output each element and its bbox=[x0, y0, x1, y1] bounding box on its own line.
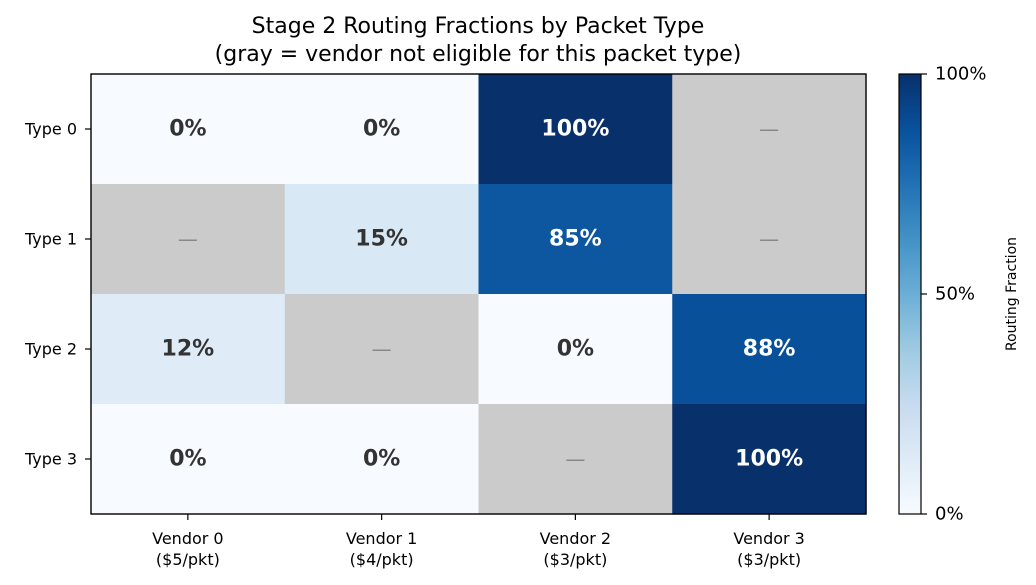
x-tick-label: ($3/pkt) bbox=[543, 550, 607, 569]
heatmap-cell-r0-c3 bbox=[672, 74, 867, 185]
heatmap-cell-r0-c2 bbox=[478, 74, 673, 185]
cell-value-label-r2-c2: 0% bbox=[557, 337, 594, 362]
colorbar-gradient bbox=[898, 73, 922, 515]
ineligible-marker-r1-c0: — bbox=[178, 227, 198, 251]
x-tick-label: Vendor 3 bbox=[733, 529, 804, 548]
heatmap-cell-r3-c2 bbox=[478, 404, 673, 515]
x-tick-label: Vendor 1 bbox=[346, 529, 417, 548]
heatmap-cell-r2-c2 bbox=[478, 294, 673, 405]
heatmap-cell-r1-c0 bbox=[91, 184, 286, 295]
heatmap-cell-r3-c0 bbox=[91, 404, 286, 515]
cell-value-label-r0-c1: 0% bbox=[363, 117, 400, 142]
chart-title-line-1: Stage 2 Routing Fractions by Packet Type bbox=[252, 14, 705, 39]
y-tick-label: Type 1 bbox=[24, 230, 77, 249]
y-tick-label: Type 2 bbox=[24, 340, 77, 359]
ineligible-marker-r3-c2: — bbox=[565, 447, 585, 471]
x-tick-label: ($4/pkt) bbox=[350, 550, 414, 569]
cell-value-label-r2-c3: 88% bbox=[743, 337, 796, 362]
heatmap-cell-r3-c1 bbox=[284, 404, 480, 515]
x-axis: Vendor 0 ($5/pkt) Vendor 1 ($4/pkt) Vendor 2… bbox=[152, 514, 805, 569]
heatmap-cell-r2-c3 bbox=[672, 294, 867, 405]
cell-value-label-r0-c2: 100% bbox=[541, 117, 609, 142]
x-tick-label: ($5/pkt) bbox=[156, 550, 220, 569]
cell-value-label-r0-c0: 0% bbox=[169, 117, 206, 142]
x-tick-label: Vendor 2 bbox=[540, 529, 611, 548]
colorbar: Routing Fraction 0% 50% 100% bbox=[898, 64, 1020, 525]
cell-value-label-r3-c3: 100% bbox=[735, 447, 803, 472]
cell-value-label-r2-c0: 12% bbox=[162, 337, 215, 362]
chart-title-line-2: (gray = vendor not eligible for this pac… bbox=[215, 42, 742, 67]
ineligible-marker-r0-c3: — bbox=[759, 117, 779, 141]
cell-value-label-r3-c1: 0% bbox=[363, 447, 400, 472]
colorbar-tick-label: 100% bbox=[935, 64, 986, 85]
heatmap-cell-r1-c2 bbox=[478, 184, 673, 295]
colorbar-tick-label: 0% bbox=[935, 504, 964, 525]
heatmap-cell-r2-c1 bbox=[284, 294, 480, 405]
cell-value-label-r1-c1: 15% bbox=[355, 227, 408, 252]
heatmap-cell-r3-c3 bbox=[672, 404, 867, 515]
x-tick-label: ($3/pkt) bbox=[737, 550, 801, 569]
heatmap-cell-r0-c0 bbox=[91, 74, 286, 185]
heatmap-frame bbox=[90, 73, 867, 515]
y-axis: Type 0 Type 1 Type 2 Type 3 bbox=[24, 120, 91, 469]
y-tick-label: Type 3 bbox=[24, 450, 77, 469]
ineligible-marker-r1-c3: — bbox=[759, 227, 779, 251]
heatmap-cell-r0-c1 bbox=[284, 74, 480, 185]
heatmap-cell-r1-c1 bbox=[284, 184, 480, 295]
x-tick-label: Vendor 0 bbox=[152, 529, 223, 548]
cell-value-label-r1-c2: 85% bbox=[549, 227, 602, 252]
heatmap-cell-r1-c3 bbox=[672, 184, 867, 295]
cell-value-label-r3-c0: 0% bbox=[169, 447, 206, 472]
colorbar-label: Routing Fraction bbox=[1004, 237, 1020, 351]
heatmap-cells bbox=[91, 74, 867, 515]
heatmap-cell-labels: 0% 0% 100% — — 15% 85% — 12% — 0% 88% 0% 0% — 100% bbox=[162, 117, 804, 472]
y-tick-label: Type 0 bbox=[24, 120, 77, 139]
heatmap-cell-r2-c0 bbox=[91, 294, 286, 405]
ineligible-marker-r2-c1: — bbox=[372, 337, 392, 361]
colorbar-tick-label: 50% bbox=[935, 284, 975, 305]
